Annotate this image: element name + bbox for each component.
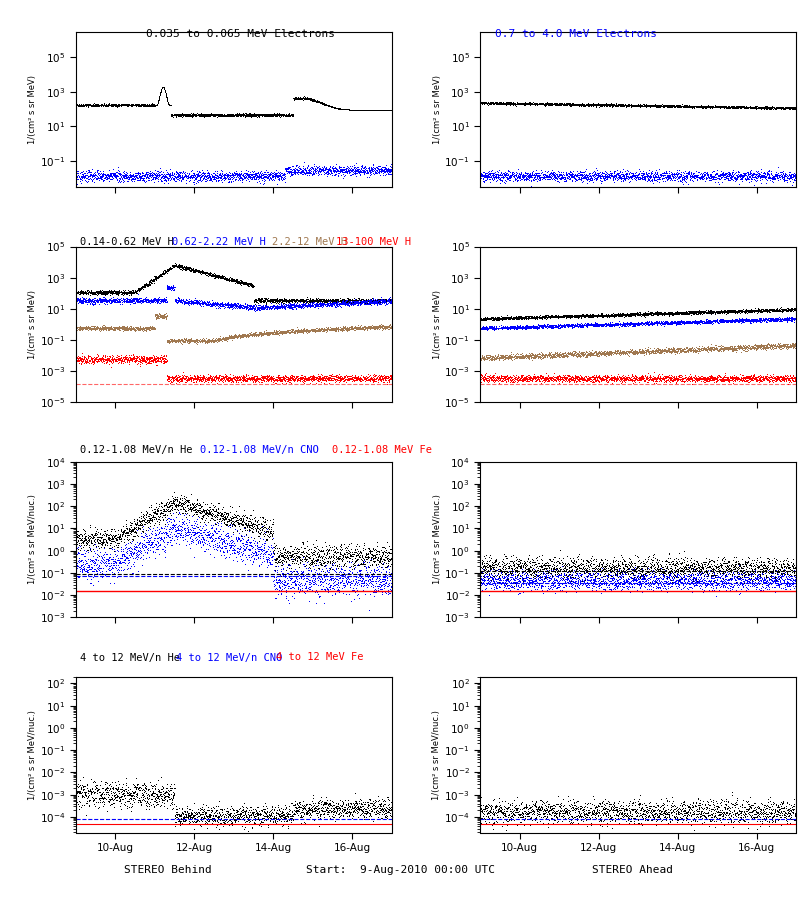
Text: 0.035 to 0.065 MeV Electrons: 0.035 to 0.065 MeV Electrons (146, 29, 334, 39)
Y-axis label: 1/(cm² s sr MeV): 1/(cm² s sr MeV) (29, 75, 38, 144)
Y-axis label: 1/(cm² s sr MeV/nuc.): 1/(cm² s sr MeV/nuc.) (28, 495, 38, 584)
Y-axis label: 1/(cm² s sr MeV/nuc.): 1/(cm² s sr MeV/nuc.) (433, 495, 442, 584)
Text: 0.12-1.08 MeV Fe: 0.12-1.08 MeV Fe (332, 445, 432, 455)
Text: 13-100 MeV H: 13-100 MeV H (336, 237, 411, 247)
Text: 0.12-1.08 MeV/n CNO: 0.12-1.08 MeV/n CNO (200, 445, 318, 455)
Text: 4 to 12 MeV/n CNO: 4 to 12 MeV/n CNO (176, 652, 282, 662)
Y-axis label: 1/(cm² s sr MeV/nuc.): 1/(cm² s sr MeV/nuc.) (433, 709, 442, 799)
Text: STEREO Ahead: STEREO Ahead (591, 865, 673, 875)
Text: 0.62-2.22 MeV H: 0.62-2.22 MeV H (172, 237, 266, 247)
Text: STEREO Behind: STEREO Behind (124, 865, 212, 875)
Text: 0.12-1.08 MeV/n He: 0.12-1.08 MeV/n He (80, 445, 193, 455)
Y-axis label: 1/(cm² s sr MeV): 1/(cm² s sr MeV) (28, 290, 38, 359)
Text: Start:  9-Aug-2010 00:00 UTC: Start: 9-Aug-2010 00:00 UTC (306, 865, 494, 875)
Y-axis label: 1/(cm² s sr MeV): 1/(cm² s sr MeV) (433, 290, 442, 359)
Text: 2.2-12 MeV H: 2.2-12 MeV H (272, 237, 347, 247)
Y-axis label: 1/(cm² s sr MeV): 1/(cm² s sr MeV) (433, 75, 442, 144)
Text: 4 to 12 MeV/n He: 4 to 12 MeV/n He (80, 652, 180, 662)
Text: 0.14-0.62 MeV H: 0.14-0.62 MeV H (80, 237, 174, 247)
Y-axis label: 1/(cm² s sr MeV/nuc.): 1/(cm² s sr MeV/nuc.) (28, 709, 38, 799)
Text: 0.7 to 4.0 MeV Electrons: 0.7 to 4.0 MeV Electrons (495, 29, 657, 39)
Text: 4 to 12 MeV Fe: 4 to 12 MeV Fe (276, 652, 363, 662)
